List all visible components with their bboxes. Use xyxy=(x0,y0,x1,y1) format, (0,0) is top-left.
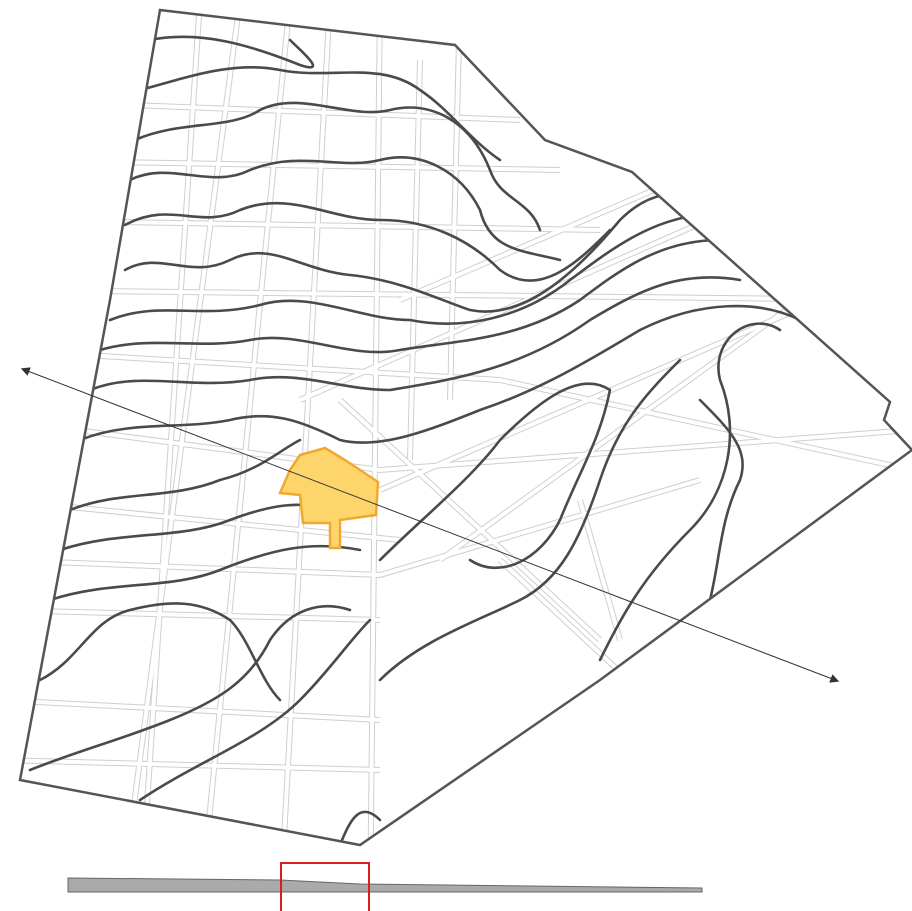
section-profile xyxy=(67,877,703,893)
project-parcel xyxy=(278,446,380,550)
profile-highlight xyxy=(280,862,370,911)
section-line xyxy=(20,367,840,683)
site-boundary xyxy=(18,8,912,847)
